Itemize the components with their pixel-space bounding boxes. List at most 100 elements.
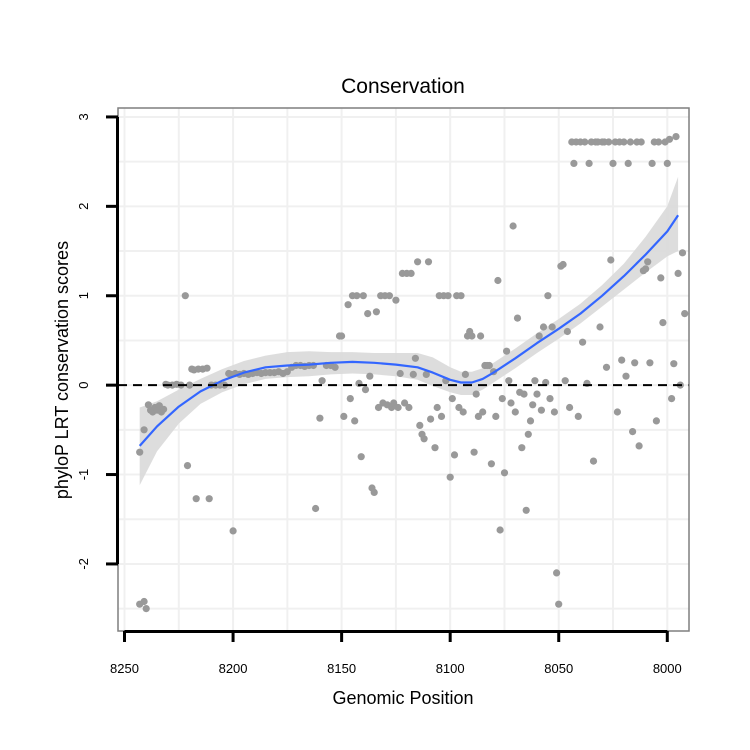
data-point xyxy=(183,462,192,470)
data-point xyxy=(136,448,144,456)
data-point xyxy=(642,265,650,273)
data-point xyxy=(672,133,680,141)
data-point xyxy=(229,527,237,535)
data-point xyxy=(366,372,374,380)
data-point xyxy=(468,332,476,340)
data-point xyxy=(581,138,589,146)
data-point xyxy=(405,403,413,412)
data-point xyxy=(522,506,530,514)
data-point xyxy=(203,364,211,372)
data-point xyxy=(520,390,528,398)
data-point xyxy=(338,332,346,340)
data-point xyxy=(618,356,626,364)
data-point xyxy=(513,314,522,322)
data-point xyxy=(142,605,150,613)
data-point xyxy=(160,405,168,413)
data-point xyxy=(459,408,467,416)
data-point xyxy=(420,435,428,443)
data-point xyxy=(390,399,398,407)
y-tick-label: 2 xyxy=(76,203,91,210)
data-point xyxy=(500,469,509,477)
data-point xyxy=(474,412,482,420)
data-point xyxy=(546,395,554,403)
data-point xyxy=(401,399,409,407)
data-point xyxy=(622,372,630,380)
data-point xyxy=(427,415,435,423)
data-point xyxy=(665,135,674,143)
data-point xyxy=(559,260,567,269)
data-point xyxy=(555,600,563,608)
data-point xyxy=(607,256,615,264)
data-point xyxy=(659,319,667,327)
data-point xyxy=(657,274,665,282)
data-point xyxy=(392,296,400,304)
data-point xyxy=(626,138,635,146)
data-point xyxy=(205,495,213,503)
data-point xyxy=(364,310,372,318)
data-point xyxy=(602,363,611,371)
data-point xyxy=(526,417,535,425)
data-point xyxy=(461,370,469,378)
data-point xyxy=(529,401,537,409)
data-point xyxy=(411,354,419,362)
x-tick-label: 8150 xyxy=(327,661,356,676)
data-point xyxy=(374,403,383,412)
data-point xyxy=(351,417,359,425)
data-point xyxy=(663,159,671,167)
data-point xyxy=(385,292,393,300)
data-point xyxy=(485,361,493,370)
data-point xyxy=(670,360,678,368)
data-point xyxy=(444,292,452,300)
data-point xyxy=(539,323,548,331)
data-point xyxy=(644,258,652,266)
data-point xyxy=(585,159,593,167)
data-point xyxy=(431,444,439,452)
x-tick-label: 8250 xyxy=(110,661,139,676)
x-tick-label: 8050 xyxy=(544,661,573,676)
grid-lines xyxy=(118,108,689,631)
smooth-line xyxy=(138,214,680,447)
y-tick-label: 0 xyxy=(76,381,91,388)
data-point xyxy=(548,323,556,331)
x-tick-label: 8000 xyxy=(653,661,682,676)
data-point xyxy=(620,138,628,146)
data-point xyxy=(574,412,582,420)
data-point xyxy=(631,359,639,367)
data-point xyxy=(424,258,433,266)
data-point xyxy=(544,292,552,300)
confidence-ribbon xyxy=(139,176,679,486)
data-point xyxy=(646,359,654,367)
data-point xyxy=(550,408,559,416)
data-point xyxy=(470,448,478,456)
data-point xyxy=(507,399,515,407)
data-point xyxy=(498,395,506,403)
data-point xyxy=(357,453,365,461)
data-point xyxy=(455,403,463,412)
data-point xyxy=(316,414,324,422)
data-point xyxy=(353,292,361,300)
data-point xyxy=(394,403,402,412)
data-point xyxy=(494,276,502,285)
data-point xyxy=(409,370,417,378)
data-point xyxy=(181,292,189,300)
data-point xyxy=(372,308,380,316)
data-point xyxy=(652,417,661,425)
data-point xyxy=(624,159,632,167)
y-tick-label: -2 xyxy=(76,558,91,570)
data-point xyxy=(674,269,682,277)
x-axis: 8250 8200 8150 8100 8050 8000 xyxy=(110,630,682,676)
data-point xyxy=(340,412,348,420)
data-point xyxy=(344,301,352,309)
data-point xyxy=(524,430,532,438)
data-point xyxy=(579,338,587,346)
data-point xyxy=(535,332,543,340)
data-point xyxy=(496,526,504,534)
data-point xyxy=(331,363,339,371)
data-point xyxy=(457,292,465,300)
x-tick-label: 8200 xyxy=(219,661,248,676)
data-point xyxy=(605,138,613,146)
data-point xyxy=(561,377,569,385)
data-point xyxy=(668,395,676,403)
data-point xyxy=(450,451,459,459)
data-point xyxy=(437,412,446,420)
